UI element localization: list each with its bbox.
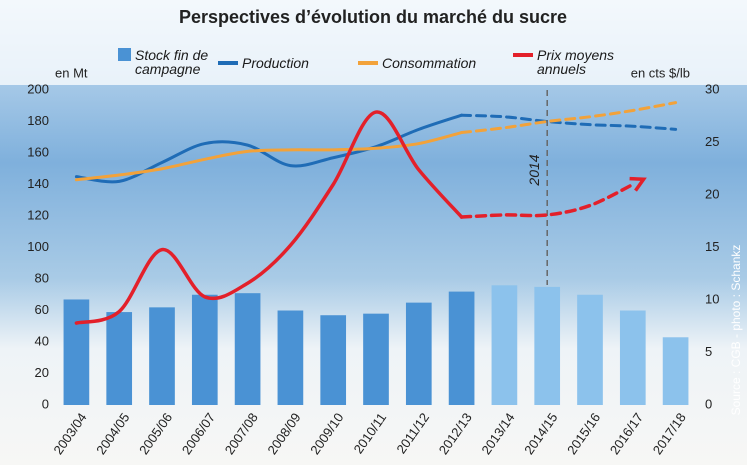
line-forecast [460, 101, 678, 135]
forecast-label: 2014 [526, 154, 542, 186]
bar [534, 286, 561, 405]
arrow-head [629, 176, 647, 192]
y2-tick-label: 5 [705, 344, 712, 359]
y-tick-label: 0 [42, 396, 49, 411]
y2-tick-label: 20 [705, 186, 719, 201]
y-axis-label: en Mt [55, 65, 88, 80]
legend-label: Consommation [382, 55, 477, 71]
y-tick-label: 40 [35, 333, 49, 348]
bar [149, 307, 175, 405]
y-tick-label: 180 [27, 113, 49, 128]
y2-tick-label: 15 [705, 239, 719, 254]
bar [577, 294, 603, 405]
y-tick-label: 120 [27, 207, 49, 222]
y2-tick-label: 10 [705, 291, 719, 306]
line [74, 110, 464, 325]
chart-title: Perspectives d’évolution du marché du su… [179, 7, 567, 27]
legend-label: Stock fin de campagne [135, 47, 209, 77]
y-tick-label: 80 [35, 270, 49, 285]
bar [619, 310, 646, 405]
y-tick-label: 60 [35, 302, 49, 317]
y-tick-label: 20 [35, 365, 49, 380]
legend-label: Production [242, 55, 309, 71]
line [74, 131, 464, 182]
bar [320, 315, 347, 405]
y2-tick-label: 0 [705, 396, 712, 411]
line-forecast [460, 113, 678, 131]
bar [234, 293, 261, 405]
bar [491, 285, 518, 405]
line-forecast [459, 182, 635, 219]
bar [405, 302, 432, 405]
legend-swatch [118, 48, 131, 61]
y-tick-label: 140 [27, 176, 49, 191]
bar [63, 299, 90, 405]
y2-tick-label: 30 [705, 81, 719, 96]
bar [448, 291, 475, 405]
y-tick-label: 200 [27, 81, 49, 96]
y2-axis-label: en cts $/lb [631, 65, 690, 80]
bar [191, 294, 218, 405]
y-tick-label: 160 [27, 144, 49, 159]
bar [106, 312, 133, 405]
bar [363, 313, 389, 405]
y2-tick-label: 25 [705, 134, 719, 149]
y-tick-label: 100 [27, 239, 49, 254]
header-band [0, 0, 747, 85]
source: Source : CGB - photo : Schankz [729, 245, 743, 416]
bar [277, 310, 304, 405]
bar [662, 337, 689, 405]
legend-label: Prix moyens annuels [537, 47, 615, 77]
